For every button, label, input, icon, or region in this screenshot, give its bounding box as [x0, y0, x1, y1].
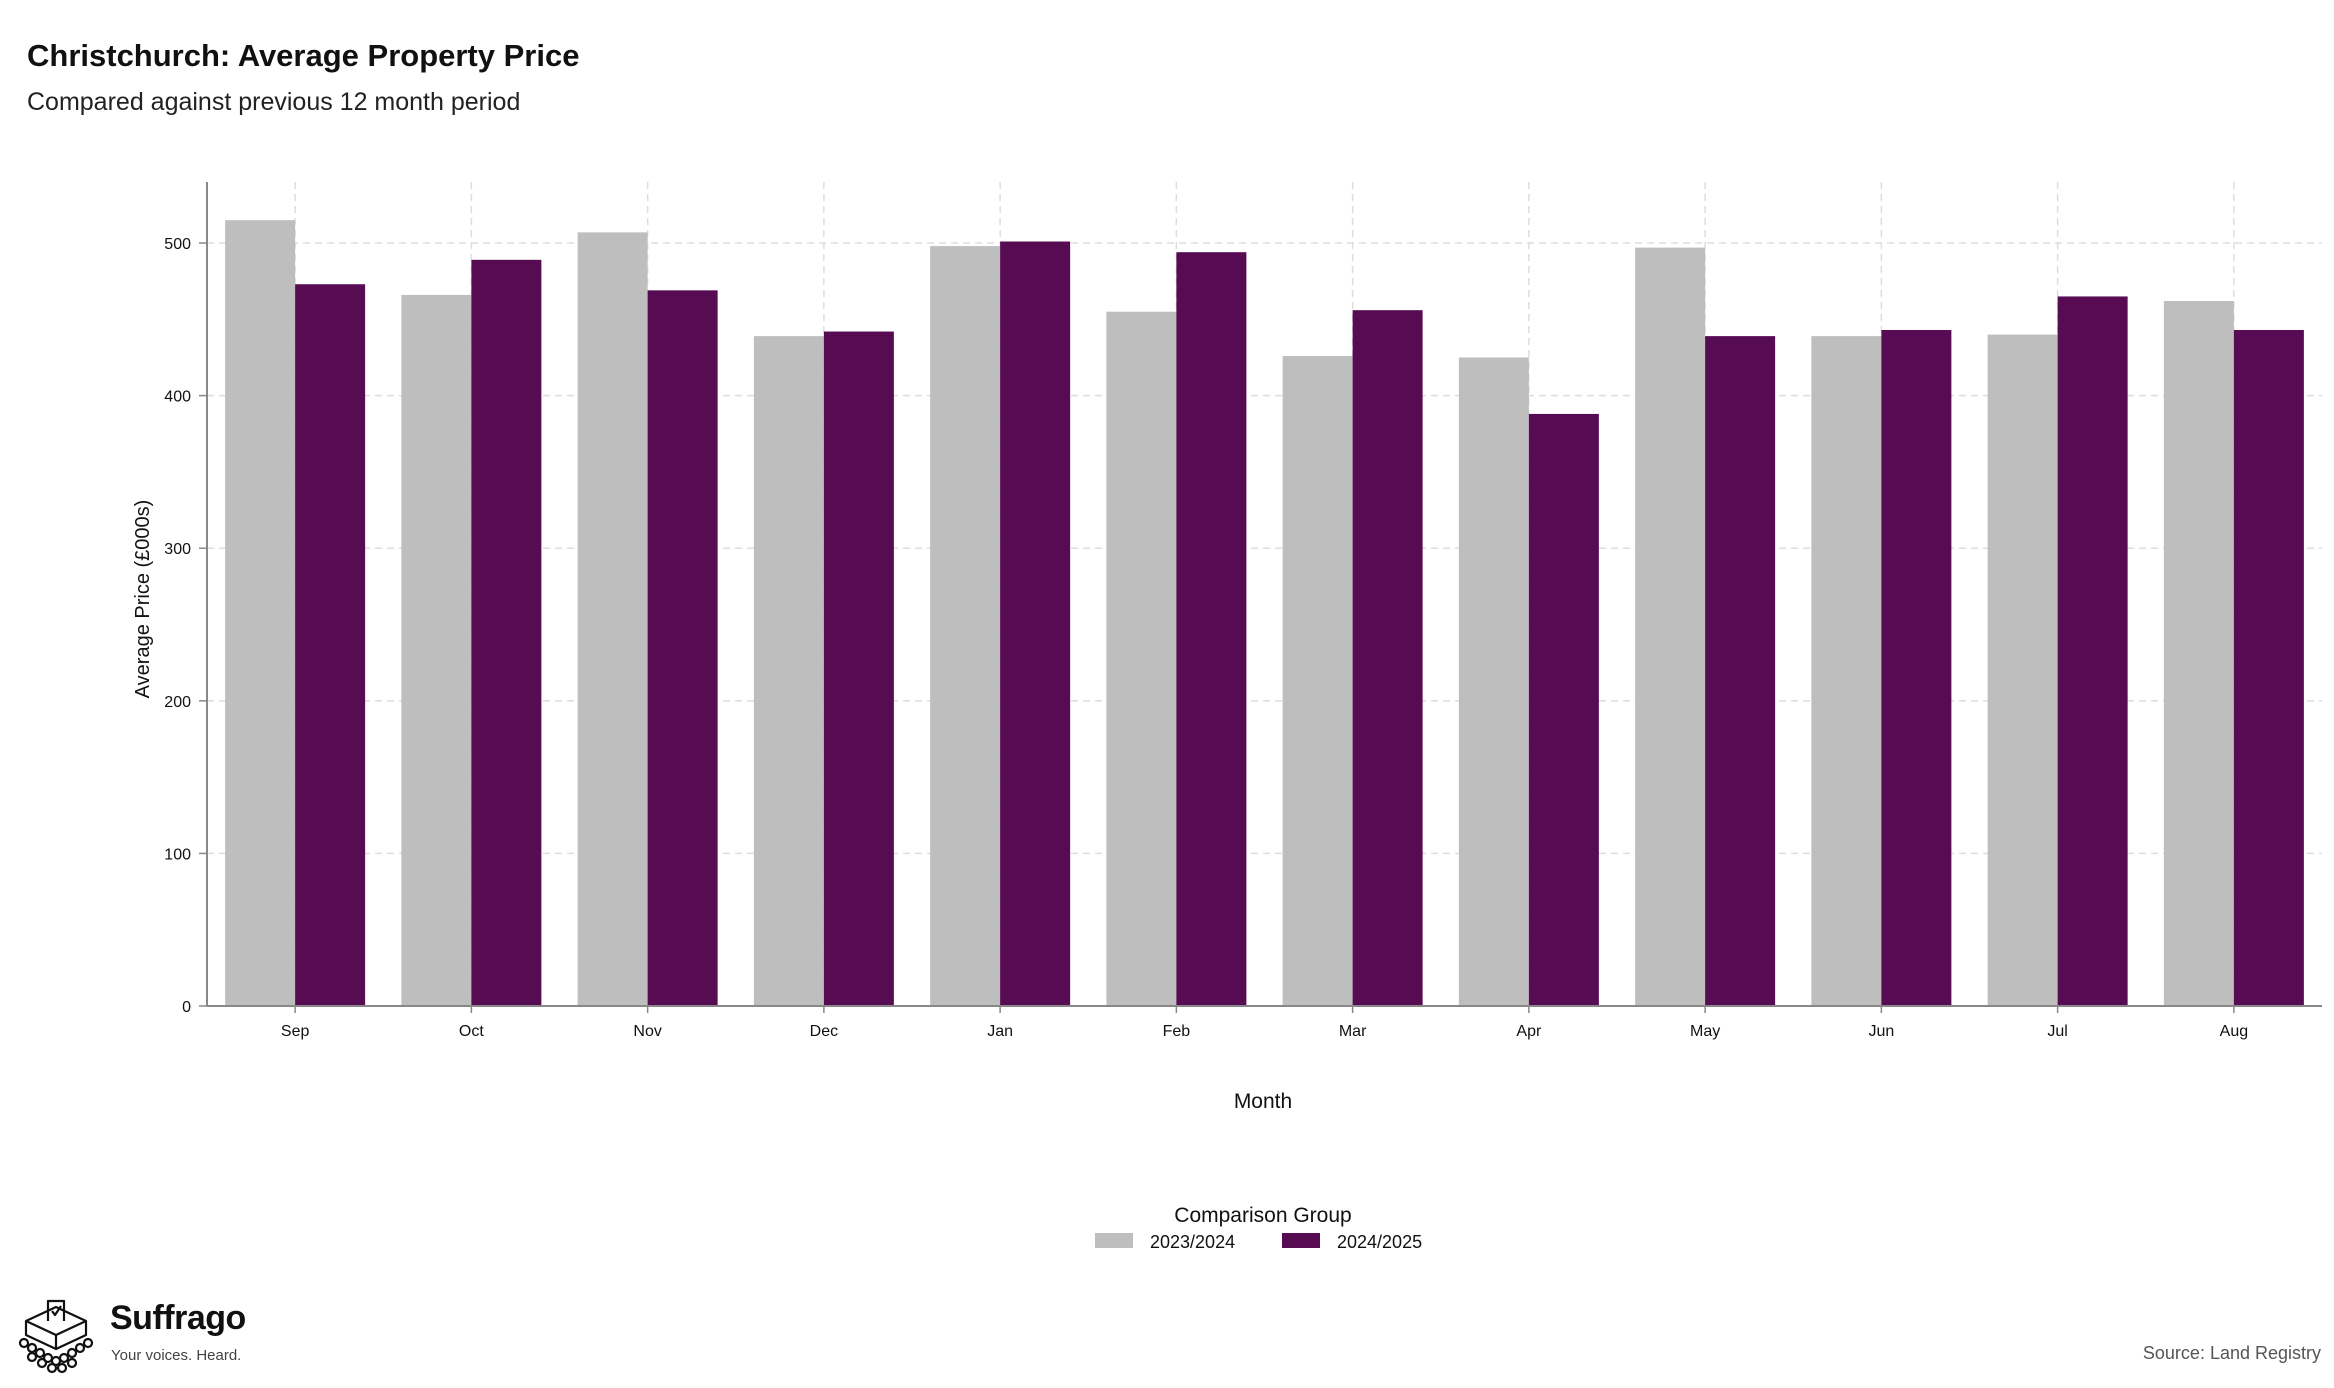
brand-name: Suffrago	[110, 1299, 246, 1337]
y-axis-label: Average Price (£000s)	[132, 500, 154, 699]
legend-swatch-2023-2024	[1095, 1233, 1133, 1248]
x-tick-label: Apr	[1516, 1023, 1542, 1040]
bar-feb-2023-2024	[1106, 311, 1177, 1006]
legend-label-2024-2025: 2024/2025	[1337, 1232, 1422, 1252]
bar-apr-2023-2024	[1458, 357, 1529, 1007]
bar-jul-2023-2024	[1987, 334, 2058, 1006]
x-tick-label: Mar	[1339, 1023, 1367, 1040]
source-note: Source: Land Registry	[2142, 1343, 2321, 1363]
bar-jan-2024-2025	[1000, 241, 1071, 1006]
x-tick-label: Aug	[2220, 1023, 2248, 1040]
y-tick-label: 500	[164, 236, 191, 253]
x-tick-label: Sep	[281, 1023, 310, 1040]
bar-dec-2023-2024	[753, 336, 824, 1006]
bar-jan-2023-2024	[930, 246, 1001, 1007]
bar-mar-2024-2025	[1352, 310, 1423, 1007]
bar-mar-2023-2024	[1282, 355, 1353, 1006]
bar-apr-2024-2025	[1528, 413, 1599, 1006]
bar-aug-2023-2024	[2163, 301, 2234, 1006]
y-tick-label: 300	[164, 541, 191, 558]
chart-subtitle: Compared against previous 12 month perio…	[27, 88, 521, 116]
y-tick-label: 400	[164, 389, 191, 406]
x-tick-label: Nov	[633, 1023, 661, 1040]
x-tick-label: Jul	[2047, 1023, 2067, 1040]
bar-jun-2023-2024	[1811, 336, 1882, 1006]
y-tick-label: 100	[164, 846, 191, 863]
bar-aug-2024-2025	[2233, 330, 2304, 1007]
x-tick-label: Dec	[810, 1023, 838, 1040]
bar-nov-2023-2024	[577, 232, 648, 1006]
axes	[199, 182, 2322, 1013]
brand-logo: Suffrago Your voices. Heard.	[14, 1295, 274, 1375]
x-axis-label: Month	[1234, 1090, 1292, 1113]
y-tick-label: 200	[164, 694, 191, 711]
brand-tagline: Your voices. Heard.	[111, 1347, 242, 1364]
x-tick-label: Feb	[1163, 1023, 1191, 1040]
legend-swatch-2024-2025	[1282, 1233, 1320, 1248]
bar-feb-2024-2025	[1176, 252, 1247, 1006]
bar-dec-2024-2025	[823, 331, 894, 1006]
bars	[225, 220, 2304, 1007]
bar-may-2024-2025	[1705, 336, 1776, 1006]
bar-oct-2024-2025	[471, 259, 542, 1006]
chart-title: Christchurch: Average Property Price	[27, 38, 580, 73]
ballot-box-crowd-icon	[18, 1299, 94, 1374]
x-tick-label: Jun	[1868, 1023, 1894, 1040]
y-tick-label: 0	[182, 999, 191, 1016]
bar-may-2023-2024	[1635, 247, 1706, 1007]
legend-label-2023-2024: 2023/2024	[1150, 1232, 1235, 1252]
bar-jun-2024-2025	[1881, 330, 1952, 1007]
bar-oct-2023-2024	[401, 294, 472, 1006]
legend-title: Comparison Group	[1174, 1204, 1351, 1227]
tick-labels: 0 100 200 300 400 500 Sep Oct Nov Dec Jan Feb Mar Apr…	[164, 236, 2248, 1040]
x-tick-label: Jan	[987, 1023, 1013, 1040]
bar-sep-2023-2024	[225, 220, 296, 1007]
bar-sep-2024-2025	[295, 284, 366, 1006]
x-tick-label: Oct	[459, 1023, 484, 1040]
x-tick-label: May	[1690, 1023, 1720, 1040]
bar-jul-2024-2025	[2057, 296, 2128, 1006]
bar-nov-2024-2025	[647, 290, 718, 1007]
legend: Comparison Group 2023/2024 2024/2025	[1095, 1204, 1422, 1252]
